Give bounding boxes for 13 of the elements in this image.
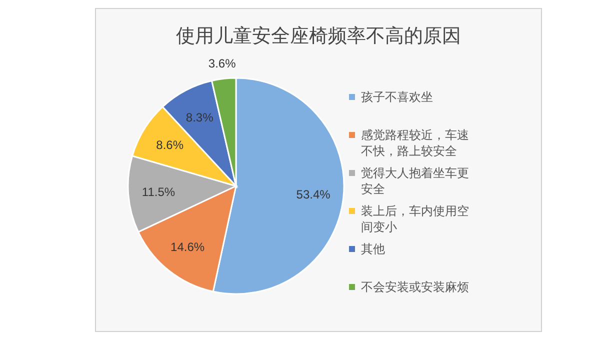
legend-label: 不会安装或安装麻烦 (361, 280, 469, 294)
legend-label: 装上后，车内使用空间变小 (361, 204, 469, 234)
legend-label: 其他 (361, 242, 385, 256)
data-label: 14.6% (170, 240, 205, 254)
legend-label: 感觉路程较近，车速不快，路上较安全 (361, 128, 469, 158)
legend-label: 孩子不喜欢坐 (361, 90, 433, 104)
legend-label: 觉得大人抱着坐车更安全 (361, 166, 469, 196)
data-label: 8.6% (156, 138, 184, 152)
data-label: 3.6% (208, 56, 236, 71)
data-label: 11.5% (142, 185, 176, 200)
chart-title: 使用儿童安全座椅频率不高的原因 (175, 25, 462, 49)
data-label: 53.4% (296, 187, 331, 202)
data-label: 8.3% (186, 110, 214, 124)
